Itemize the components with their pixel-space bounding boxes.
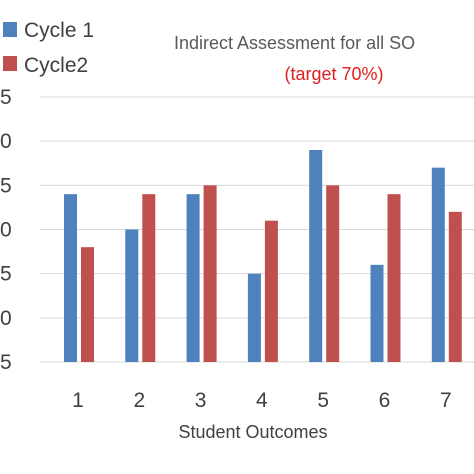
y-tick-label: 85 (0, 174, 12, 197)
x-tick-label: 5 (317, 389, 329, 412)
y-tick-label: 95 (0, 86, 12, 109)
bar-series-2-cat-5 (326, 185, 340, 362)
y-tick-label: 75 (0, 263, 12, 286)
y-tick-label: 80 (0, 219, 12, 242)
bar-series-1-cat-5 (309, 150, 323, 362)
legend-label-cycle-1: Cycle 1 (24, 19, 94, 42)
chart-subtitle: (target 70%) (284, 64, 383, 84)
chart-title: Indirect Assessment for all SO (174, 33, 415, 53)
bar-series-1-cat-4 (247, 273, 261, 362)
bar-series-1-cat-2 (125, 229, 139, 362)
x-tick-label: 4 (256, 389, 268, 412)
bar-series-2-cat-1 (81, 247, 94, 362)
x-tick-label: 1 (72, 389, 84, 412)
y-axis-ticks: 65 70 75 80 85 90 95 (0, 86, 12, 374)
bars (64, 150, 462, 362)
legend-swatch-cycle-2 (3, 56, 17, 71)
bar-series-1-cat-3 (186, 194, 200, 362)
legend: Cycle 1 Cycle2 (3, 19, 94, 77)
bar-series-2-cat-2 (142, 194, 156, 362)
bar-series-2-cat-7 (448, 211, 462, 362)
x-axis-ticks: 1 2 3 4 5 6 7 (72, 389, 451, 412)
bar-series-1-cat-7 (431, 167, 445, 362)
x-tick-label: 3 (195, 389, 207, 412)
bar-series-1-cat-6 (370, 264, 384, 362)
bar-series-2-cat-3 (203, 185, 217, 362)
bar-series-2-cat-4 (264, 220, 278, 362)
bar-series-2-cat-6 (387, 194, 401, 362)
x-tick-label: 2 (133, 389, 145, 412)
x-axis-title: Student Outcomes (178, 422, 327, 442)
legend-label-cycle-2: Cycle2 (24, 54, 88, 77)
x-tick-label: 7 (440, 389, 452, 412)
y-tick-label: 65 (0, 351, 12, 374)
legend-swatch-cycle-1 (3, 22, 17, 37)
x-tick-label: 6 (379, 389, 391, 412)
y-tick-label: 70 (0, 307, 12, 330)
y-tick-label: 90 (0, 130, 12, 153)
bar-series-1-cat-1 (64, 194, 77, 362)
